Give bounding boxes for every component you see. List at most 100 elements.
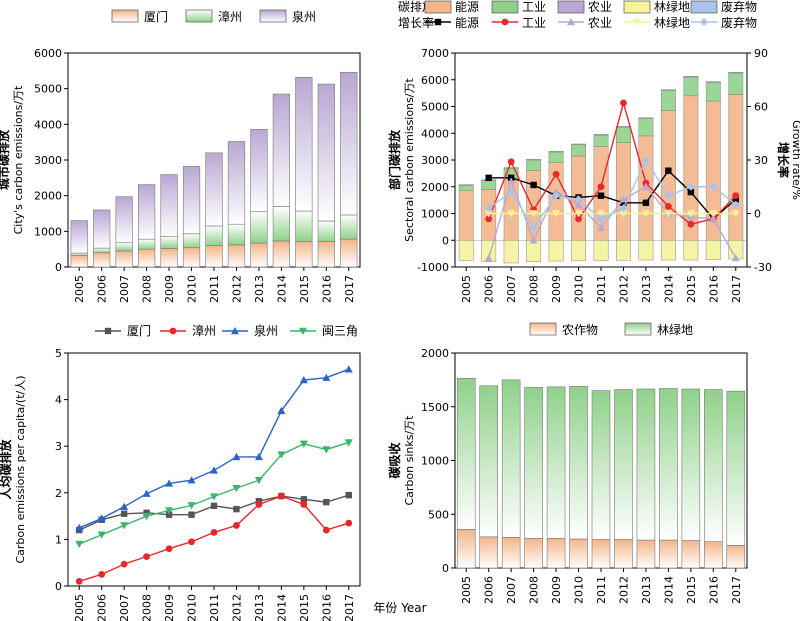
bar-segment-漳州 xyxy=(138,238,156,250)
x-tick-label: 2010 xyxy=(573,576,586,604)
growth-point-林绿地 xyxy=(731,210,740,218)
bar-segment-林绿地 xyxy=(660,240,676,261)
legend-line-农业-marker xyxy=(567,18,575,26)
bar-segment-厦门 xyxy=(317,241,335,268)
series-point-厦门 xyxy=(323,498,330,506)
series-point-闽三角 xyxy=(120,522,129,530)
y-tick-label: 0 xyxy=(442,234,449,247)
series-point-泉州 xyxy=(75,523,84,531)
growth-point-农业 xyxy=(641,182,650,190)
bar-segment-厦门 xyxy=(227,244,246,268)
y-tick-label: -1000 xyxy=(417,261,449,274)
bar-segment-林绿地 xyxy=(546,386,566,539)
y-axis-label-en: Carbon sinks/万t xyxy=(403,415,416,506)
series-point-漳州 xyxy=(322,526,330,534)
x-tick-label: 2011 xyxy=(595,275,608,303)
x-tick-label: 2016 xyxy=(320,594,333,621)
legend-swatch-农业 xyxy=(557,0,585,14)
growth-point-废弃物 xyxy=(709,182,718,191)
bar-segment-厦门 xyxy=(250,242,268,268)
growth-point-能源 xyxy=(530,181,537,189)
y-axis-label-cn: 部门碳排放 xyxy=(387,129,402,190)
x-tick-label: 2017 xyxy=(730,275,743,303)
growth-point-农业 xyxy=(619,195,628,203)
bar-segment-林绿地 xyxy=(479,385,498,538)
legend-label: 农业 xyxy=(588,0,612,14)
x-tick-label: 2013 xyxy=(253,594,266,621)
bar-segment-漳州 xyxy=(250,211,268,244)
y-tick-label: 3000 xyxy=(34,154,62,167)
x-tick-label: 2012 xyxy=(230,594,243,621)
x-tick-label: 2012 xyxy=(230,275,243,303)
bar-segment-林绿地 xyxy=(591,390,611,540)
series-point-漳州 xyxy=(98,570,106,578)
series-point-漳州 xyxy=(75,577,83,585)
x-tick-label: 2013 xyxy=(253,275,266,303)
y-tick-label: 4000 xyxy=(421,127,449,140)
growth-point-工业 xyxy=(664,202,672,210)
series-point-泉州 xyxy=(299,376,308,384)
y-tick-label: 2000 xyxy=(421,347,449,360)
bar-segment-林绿地 xyxy=(593,240,609,261)
legend-swatch-泉州 xyxy=(259,9,287,23)
growth-point-能源 xyxy=(485,174,492,182)
growth-point-废弃物 xyxy=(552,191,561,200)
bar-segment-厦门 xyxy=(93,252,111,268)
x-tick-label: 2013 xyxy=(640,275,653,303)
x-tick-label: 2006 xyxy=(483,576,496,604)
series-point-厦门 xyxy=(120,510,128,517)
bar-segment-漳州 xyxy=(227,223,246,246)
bar-segment-林绿地 xyxy=(614,389,633,540)
bar-segment-工业 xyxy=(593,134,609,147)
bar-segment-农业 xyxy=(571,143,586,146)
legend-swatch-漳州 xyxy=(185,9,213,23)
y-tick-label: 7000 xyxy=(421,47,449,60)
growth-point-废弃物 xyxy=(619,204,628,213)
x-tick-label: 2015 xyxy=(298,275,311,303)
growth-point-农业 xyxy=(597,223,605,231)
x-tick-label: 2006 xyxy=(96,594,109,621)
chart-c: 0 1 2 3 4 5 2005 2006 2007 2008 2009 2010 2011 2012 20… xyxy=(0,323,361,621)
bar-segment-农作物 xyxy=(456,528,476,569)
chart-b: -1000 0 1000 2000 3000 4000 5000 6000 7000 2005 20… xyxy=(387,0,800,303)
x-tick-label: 2009 xyxy=(550,275,563,303)
series-point-漳州 xyxy=(120,560,128,568)
series-point-闽三角 xyxy=(210,493,218,501)
growth-point-能源 xyxy=(642,199,650,206)
series-point-泉州 xyxy=(344,365,353,373)
series-point-泉州 xyxy=(142,489,151,497)
chart-a: 0 1000 2000 3000 4000 5000 6000 2005 2006 2007 200… xyxy=(0,9,361,303)
legend: 厦门 漳州 泉州 xyxy=(111,9,316,24)
legend-line-能源-marker xyxy=(434,18,442,26)
y2-tick-label: 60 xyxy=(754,101,768,114)
growth-point-能源 xyxy=(665,167,672,174)
legend-line-泉州-marker xyxy=(231,327,239,335)
growth-point-林绿地 xyxy=(507,210,516,218)
legend-label: 闽三角 xyxy=(322,324,358,338)
bar-segment-农作物 xyxy=(704,541,723,569)
series-point-泉州 xyxy=(210,466,218,474)
bar-segment-工业 xyxy=(548,151,564,163)
legend-label: 农作物 xyxy=(562,323,598,337)
legend-label: 漳州 xyxy=(192,323,216,338)
legend: 农作物 林绿地 xyxy=(529,322,693,337)
series-point-漳州 xyxy=(255,501,263,508)
bar-segment-漳州 xyxy=(160,236,178,249)
bar-segment-林绿地 xyxy=(548,240,564,262)
x-tick-label: 2007 xyxy=(505,576,518,604)
growth-point-工业 xyxy=(575,215,582,223)
growth-point-农业 xyxy=(574,200,583,208)
bar-segment-厦门 xyxy=(138,248,156,268)
x-tick-label: 2008 xyxy=(528,576,541,604)
bar-segment-农作物 xyxy=(591,539,611,569)
y-tick-label: 0 xyxy=(442,562,449,575)
bar-segment-泉州 xyxy=(93,209,111,249)
bar-segment-工业 xyxy=(571,144,586,157)
series-point-闽三角 xyxy=(232,484,241,493)
x-tick-label: 2009 xyxy=(163,275,176,303)
bar-segment-泉州 xyxy=(340,71,358,216)
series-point-厦门 xyxy=(143,509,150,517)
x-tick-label: 2014 xyxy=(275,275,288,303)
y-tick-label: 1 xyxy=(55,533,62,546)
